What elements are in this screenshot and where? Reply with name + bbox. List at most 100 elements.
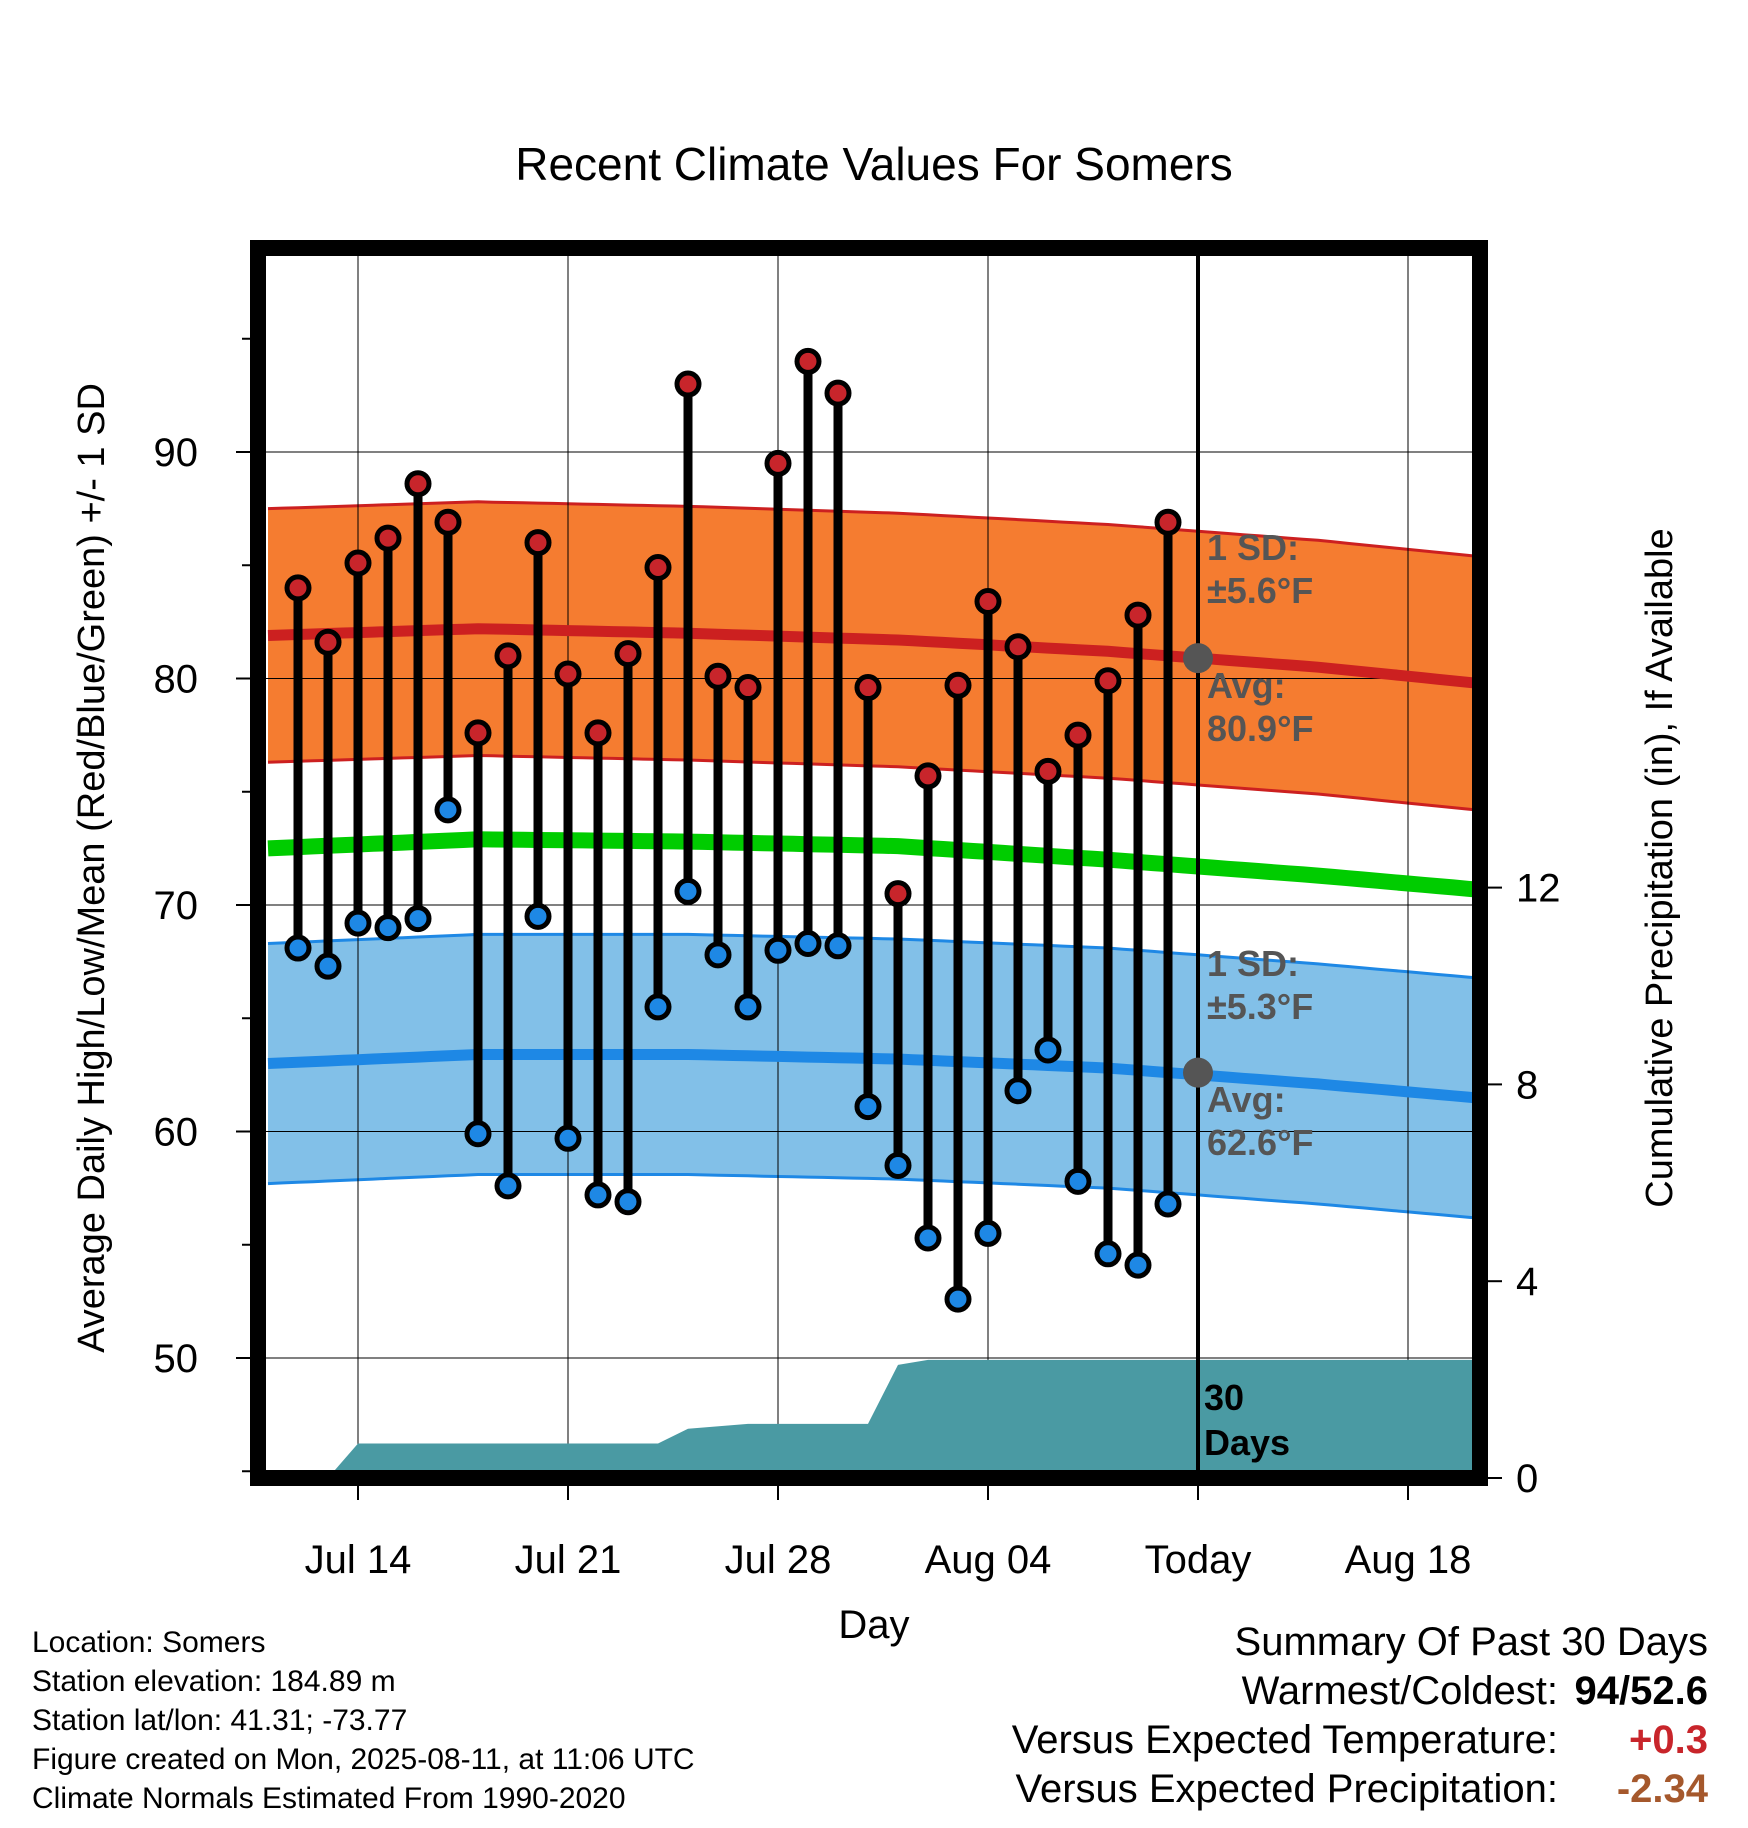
- daily-high-point: [434, 508, 462, 536]
- daily-high-point: [284, 574, 312, 602]
- low-sd-upper-line: [267, 932, 1480, 980]
- warmest-value: 94/52.6: [1574, 1669, 1708, 1713]
- daily-low-point: [584, 1181, 612, 1209]
- daily-low-point: [884, 1151, 912, 1179]
- plot-frame: [250, 240, 1488, 1486]
- summary-panel: Summary Of Past 30 Days Warmest/Coldest:…: [908, 1618, 1708, 1814]
- daily-high-point: [1094, 667, 1122, 695]
- daily-low-point: [434, 796, 462, 824]
- daily-low-point: [674, 877, 702, 905]
- x-axis-label: Day: [838, 1603, 909, 1647]
- daily-high-point: [1034, 757, 1062, 785]
- daily-low-point: [944, 1285, 972, 1313]
- daily-low-point: [824, 932, 852, 960]
- low-sd-label: 1 SD:: [1207, 943, 1299, 984]
- y-tick-label: 60: [154, 1111, 199, 1155]
- daily-low-point: [1004, 1077, 1032, 1105]
- precip-days-number: 30: [1204, 1377, 1244, 1418]
- summary-title: Summary Of Past 30 Days: [1234, 1620, 1708, 1664]
- location-text: Location: Somers: [32, 1626, 266, 1659]
- daily-low-point: [974, 1219, 1002, 1247]
- daily-low-point: [764, 936, 792, 964]
- station-info: Location: Somers Station elevation: 184.…: [32, 1623, 695, 1818]
- today-low-avg-marker: [1183, 1057, 1213, 1088]
- high-sd-label: 1 SD:: [1207, 527, 1299, 568]
- precip-vs-expected-value: -2.34: [1616, 1767, 1708, 1811]
- daily-high-point: [314, 628, 342, 656]
- daily-high-point: [614, 640, 642, 668]
- daily-high-point: [884, 880, 912, 908]
- daily-low-point: [344, 909, 372, 937]
- daily-low-point: [1094, 1240, 1122, 1268]
- daily-low-point: [854, 1093, 882, 1121]
- x-tick-label: Jul 14: [305, 1538, 412, 1582]
- chart-title: Recent Climate Values For Somers: [515, 138, 1233, 190]
- daily-low-point: [1124, 1251, 1152, 1279]
- daily-high-point: [824, 379, 852, 407]
- daily-high-point: [794, 347, 822, 375]
- high-sd-value: ±5.6°F: [1207, 570, 1313, 611]
- daily-high-point: [974, 587, 1002, 615]
- daily-high-point: [944, 671, 972, 699]
- warmest-label: Warmest/Coldest:: [1241, 1669, 1558, 1713]
- elevation-text: Station elevation: 184.89 m: [32, 1665, 396, 1698]
- normal-mean-line: [267, 831, 1480, 898]
- daily-low-point: [314, 952, 342, 980]
- y-tick-label: 90: [154, 431, 199, 475]
- daily-high-point: [464, 719, 492, 747]
- low-sd-value: ±5.3°F: [1207, 986, 1313, 1027]
- daily-low-point: [734, 993, 762, 1021]
- daily-low-point: [374, 914, 402, 942]
- y-axis-label: Average Daily High/Low/Mean (Red/Blue/Gr…: [71, 383, 113, 1353]
- daily-high-point: [914, 762, 942, 790]
- daily-low-point: [284, 934, 312, 962]
- low-avg-value: 62.6°F: [1207, 1122, 1313, 1163]
- daily-high-point: [764, 449, 792, 477]
- normal-low-line: [267, 1049, 1480, 1104]
- normals-text: Climate Normals Estimated From 1990-2020: [32, 1782, 626, 1815]
- y-tick-label: 50: [154, 1337, 199, 1381]
- daily-high-point: [524, 529, 552, 557]
- y2-tick-label: 4: [1516, 1260, 1538, 1304]
- daily-low-point: [704, 941, 732, 969]
- x-tick-label: Aug 04: [925, 1538, 1052, 1582]
- x-tick-label: Jul 21: [515, 1538, 622, 1582]
- daily-high-point: [1124, 601, 1152, 629]
- daily-high-point: [734, 674, 762, 702]
- daily-high-point: [1004, 633, 1032, 661]
- high-sd-upper-line: [267, 500, 1480, 559]
- y-tick-label: 80: [154, 658, 199, 702]
- daily-low-point: [494, 1172, 522, 1200]
- daily-high-point: [494, 642, 522, 670]
- y2-axis-label: Cumulative Precipitation (in), If Availa…: [1639, 528, 1681, 1207]
- temp-vs-expected-label: Versus Expected Temperature:: [1011, 1718, 1558, 1762]
- precip-area: [328, 1359, 1480, 1478]
- daily-high-point: [674, 370, 702, 398]
- x-tick-label: Jul 28: [725, 1538, 832, 1582]
- daily-low-point: [794, 930, 822, 958]
- high-avg-value: 80.9°F: [1207, 708, 1313, 749]
- temp-vs-expected-value: +0.3: [1629, 1718, 1708, 1762]
- daily-low-point: [914, 1224, 942, 1252]
- x-tick-label: Today: [1145, 1538, 1252, 1582]
- daily-high-point: [374, 524, 402, 552]
- daily-low-point: [1034, 1036, 1062, 1064]
- today-high-avg-marker: [1183, 643, 1213, 674]
- precip-days-word: Days: [1204, 1422, 1290, 1463]
- daily-low-point: [524, 902, 552, 930]
- high-sd-lower-line: [267, 753, 1480, 812]
- daily-high-point: [344, 549, 372, 577]
- created-text: Figure created on Mon, 2025-08-11, at 11…: [32, 1743, 695, 1776]
- daily-high-point: [554, 660, 582, 688]
- precip-vs-expected-label: Versus Expected Precipitation:: [1015, 1767, 1558, 1811]
- latlon-text: Station lat/lon: 41.31; -73.77: [32, 1704, 408, 1737]
- daily-high-point: [854, 674, 882, 702]
- y2-tick-label: 0: [1516, 1457, 1538, 1501]
- daily-low-point: [1064, 1167, 1092, 1195]
- daily-low-point: [554, 1124, 582, 1152]
- daily-high-point: [1154, 508, 1182, 536]
- daily-high-point: [1064, 721, 1092, 749]
- daily-high-point: [404, 470, 432, 498]
